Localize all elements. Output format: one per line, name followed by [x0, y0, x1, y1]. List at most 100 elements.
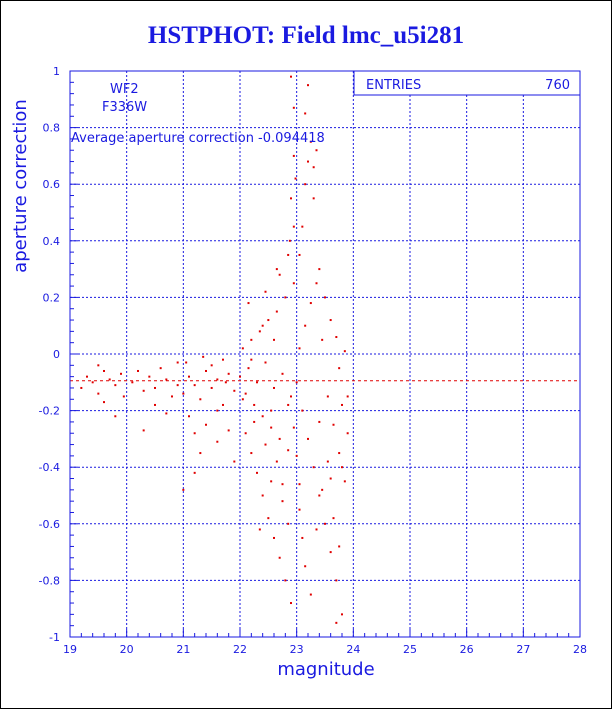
- data-point: [247, 367, 250, 370]
- data-point: [205, 423, 207, 426]
- data-point: [287, 449, 290, 452]
- data-point: [227, 372, 230, 375]
- scatter-points: [80, 75, 349, 624]
- data-point: [239, 375, 241, 378]
- data-point: [329, 477, 332, 480]
- data-point: [284, 579, 287, 582]
- data-point: [275, 268, 278, 271]
- x-tick-label: 20: [120, 643, 134, 656]
- data-point: [290, 395, 292, 398]
- data-point: [120, 372, 122, 375]
- y-axis-label: aperture correction: [10, 99, 31, 273]
- data-point: [103, 401, 105, 404]
- data-point: [244, 392, 247, 395]
- data-point: [326, 460, 329, 463]
- data-point: [256, 381, 258, 384]
- x-tick-label: 26: [460, 643, 474, 656]
- data-point: [292, 282, 295, 285]
- stats-entries-label: ENTRIES: [366, 78, 421, 93]
- data-point: [176, 384, 179, 387]
- data-point: [233, 389, 236, 392]
- data-point: [253, 403, 256, 406]
- data-point: [224, 381, 227, 384]
- data-point: [91, 381, 94, 384]
- data-point: [193, 384, 196, 387]
- data-point: [343, 480, 346, 483]
- data-point: [281, 372, 284, 375]
- x-tick-label: 21: [176, 643, 190, 656]
- data-point: [154, 403, 156, 406]
- data-point: [318, 494, 321, 497]
- y-tick-label: -0.8: [39, 574, 60, 587]
- data-point: [171, 395, 173, 398]
- data-point: [273, 536, 275, 539]
- data-point: [108, 378, 111, 381]
- data-point: [270, 426, 273, 429]
- data-point: [281, 500, 284, 503]
- data-point: [199, 398, 202, 401]
- data-point: [281, 483, 284, 486]
- y-tick-label: 0.4: [43, 235, 61, 248]
- data-point: [193, 432, 196, 435]
- data-point: [309, 593, 312, 596]
- data-point: [341, 466, 343, 469]
- y-tick-label: 0.8: [43, 122, 61, 135]
- data-point: [258, 330, 261, 333]
- data-point: [278, 437, 281, 440]
- data-point: [309, 140, 312, 143]
- data-point: [304, 112, 307, 115]
- data-point: [159, 367, 162, 370]
- data-point: [247, 302, 250, 305]
- data-point: [258, 528, 261, 531]
- data-point: [176, 361, 179, 364]
- data-point: [304, 565, 307, 568]
- x-tick-label: 27: [516, 643, 530, 656]
- data-point: [103, 369, 105, 372]
- data-point: [287, 403, 290, 406]
- data-point: [273, 338, 275, 341]
- data-point: [290, 602, 292, 605]
- data-point: [338, 452, 341, 455]
- data-point: [307, 84, 309, 87]
- data-point: [261, 494, 264, 497]
- data-point: [295, 381, 298, 384]
- data-point: [250, 338, 253, 341]
- data-point: [312, 197, 315, 200]
- data-point: [142, 389, 145, 392]
- data-point: [304, 324, 307, 327]
- data-point: [335, 336, 338, 339]
- filter-label: F336W: [102, 100, 147, 115]
- data-point: [256, 471, 258, 474]
- data-point: [210, 364, 213, 367]
- data-point: [292, 225, 295, 228]
- data-point: [295, 454, 298, 457]
- data-point: [304, 183, 307, 186]
- data-point: [199, 452, 202, 455]
- data-point: [329, 551, 332, 554]
- x-tick-label: 22: [233, 643, 247, 656]
- y-tick-labels: -1 -0.8 -0.6 -0.4 -0.2 0 0.2 0.4 0.6 0.8 1: [39, 65, 60, 644]
- data-point: [309, 302, 312, 305]
- data-point: [324, 296, 326, 299]
- data-point: [275, 310, 278, 313]
- data-point: [270, 409, 273, 412]
- data-point: [216, 440, 219, 443]
- data-point: [114, 384, 117, 387]
- data-point: [216, 409, 219, 412]
- data-point: [332, 423, 335, 426]
- data-point: [273, 386, 275, 389]
- data-point: [241, 347, 244, 350]
- data-point: [114, 415, 117, 418]
- data-point: [210, 386, 213, 389]
- data-point: [185, 361, 188, 364]
- data-point: [335, 579, 338, 582]
- data-point: [137, 369, 139, 372]
- data-point: [278, 273, 281, 276]
- x-tick-label: 23: [290, 643, 304, 656]
- data-point: [261, 415, 264, 418]
- data-point: [287, 253, 290, 256]
- x-tick-label: 24: [346, 643, 360, 656]
- axis-ticks: [69, 70, 581, 638]
- data-point: [142, 429, 145, 432]
